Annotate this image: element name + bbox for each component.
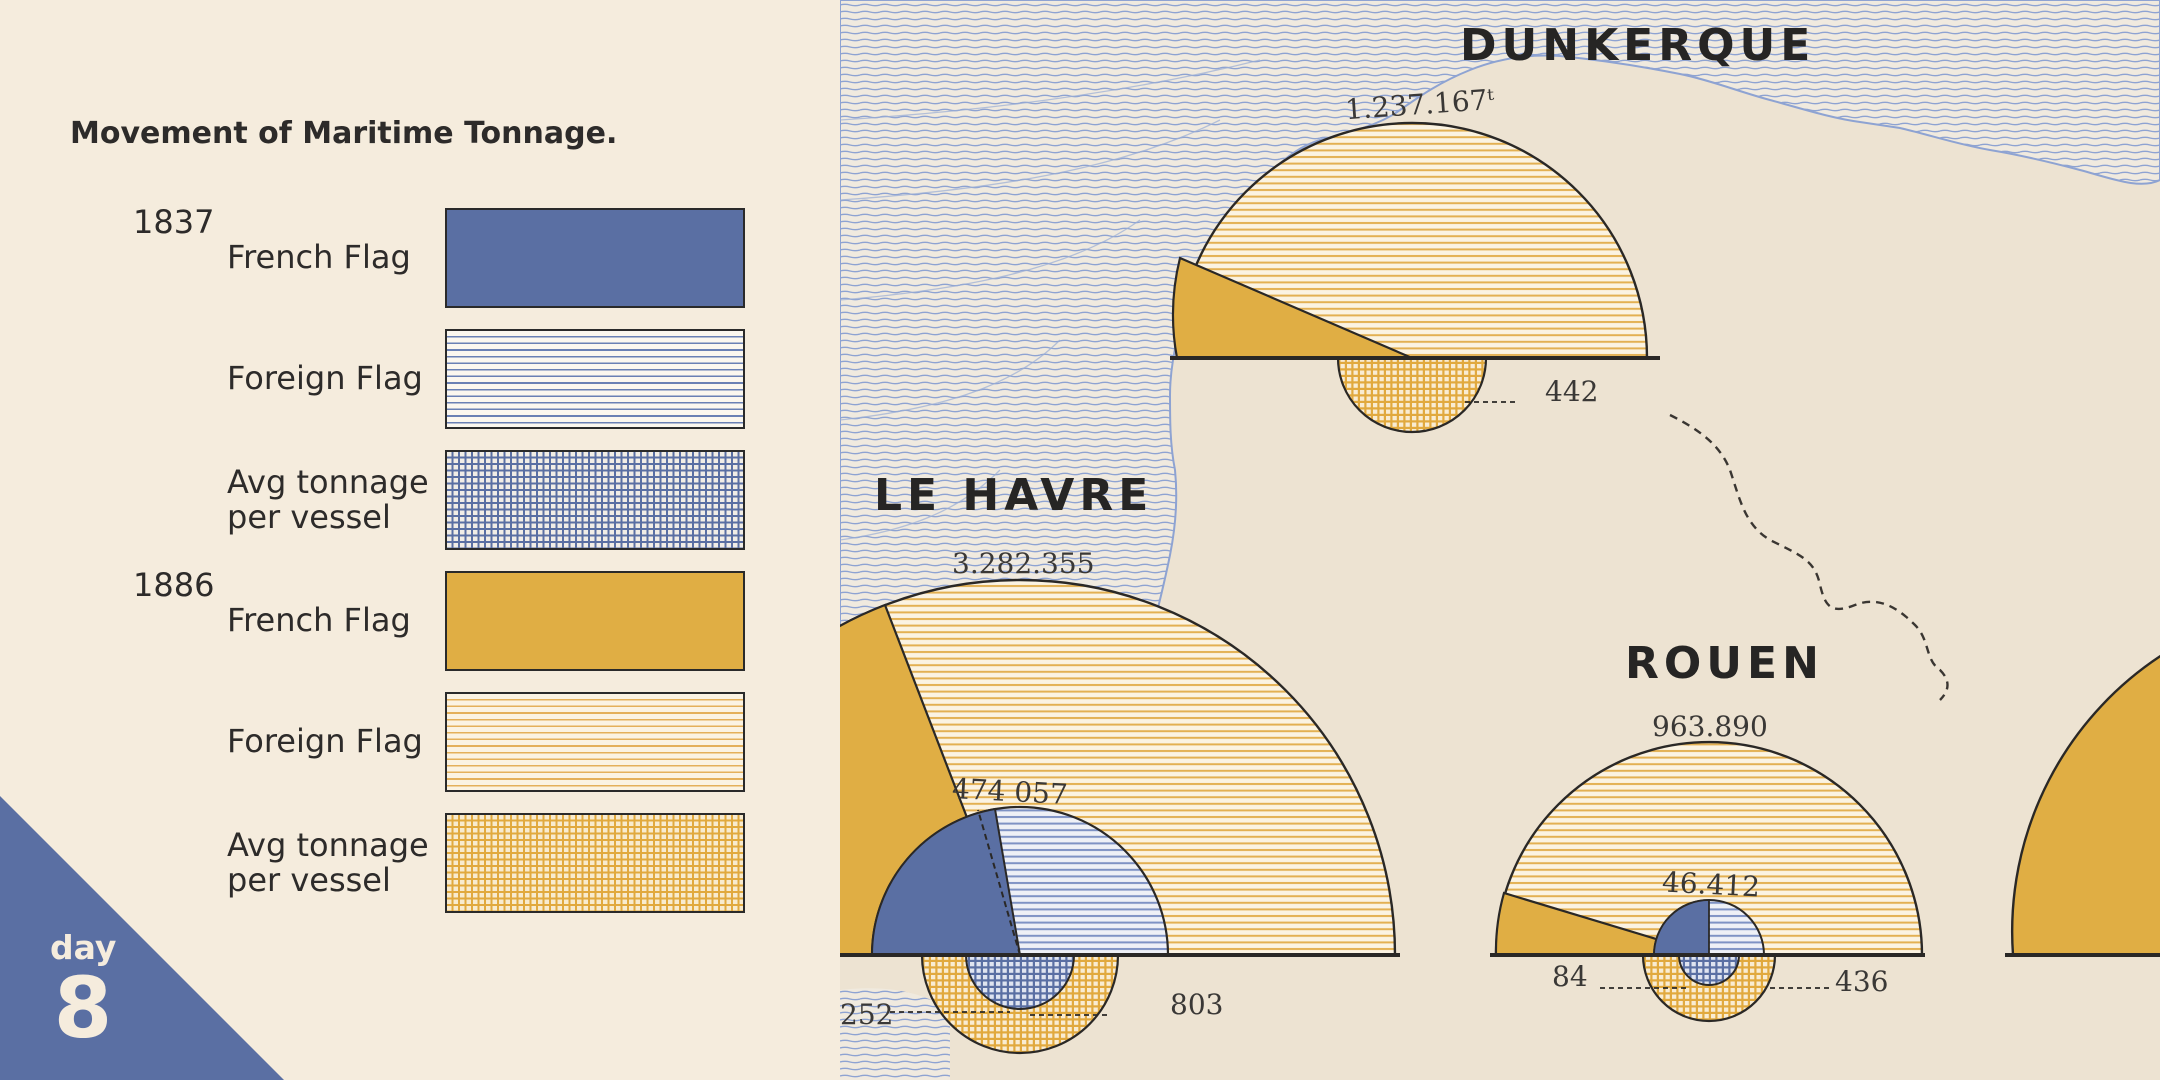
rouen-french-flag-1837 [1653, 899, 1710, 956]
historical-map: DUNKERQUE LE HAVRE ROUEN 1.237.167ᵗ 442 … [840, 0, 2160, 1080]
border-dashed-line [1669, 413, 1949, 701]
legend-label-foreign-flag-1837: Foreign Flag [227, 359, 423, 397]
dunkerque-foreign-flag-1886 [1175, 121, 1649, 360]
le-havre-total-1886: 3.282.355 [952, 547, 1095, 580]
swatch-foreign-flag-1837 [445, 329, 745, 429]
swatch-french-flag-1886 [445, 571, 745, 671]
partial-right-chart [2005, 655, 2160, 957]
rouen-chart [1490, 740, 1925, 1023]
day-badge-word: day [50, 928, 117, 967]
city-name-dunkerque: DUNKERQUE [1460, 20, 1816, 71]
dunkerque-chart [1170, 121, 1660, 434]
city-name-le-havre: LE HAVRE [874, 470, 1154, 521]
day-badge-number: 8 [53, 959, 113, 1057]
legend-label-avg-tonnage-1886: Avg tonnage per vessel [227, 828, 429, 898]
legend-label-foreign-flag-1886: Foreign Flag [227, 722, 423, 760]
legend-label-french-flag-1837: French Flag [227, 238, 411, 276]
rouen-total-1837: 46.412 [1661, 865, 1761, 904]
rouen-total-1886: 963.890 [1652, 710, 1768, 743]
legend-label-line: Avg tonnage [227, 463, 429, 501]
swatch-avg-tonnage-1886 [445, 813, 745, 913]
le-havre-chart [840, 578, 1400, 1055]
le-havre-divider [977, 809, 1021, 956]
sea-area-bottom [840, 988, 950, 1080]
city-name-rouen: ROUEN [1625, 638, 1824, 689]
legend-panel: Movement of Maritime Tonnage. 1837 Frenc… [0, 0, 840, 1080]
coast-contours [840, 59, 1261, 541]
swatch-foreign-flag-1886 [445, 692, 745, 792]
dunkerque-avg-1886: 442 [1545, 375, 1599, 408]
le-havre-avg-1886: 803 [1170, 988, 1224, 1021]
rouen-avg-1886: 436 [1835, 965, 1889, 998]
swatch-french-flag-1837 [445, 208, 745, 308]
legend-label-line: per vessel [227, 498, 391, 536]
rouen-foreign-flag-1886 [1494, 740, 1924, 957]
sea-area [840, 0, 2160, 742]
rouen-avg-1837: 84 [1552, 960, 1588, 993]
legend-label-line: per vessel [227, 861, 391, 899]
legend-title: Movement of Maritime Tonnage. [70, 116, 618, 151]
legend-year-1886: 1886 [133, 566, 215, 604]
swatch-avg-tonnage-1837 [445, 450, 745, 550]
le-havre-french-flag-1837 [870, 807, 1022, 956]
legend-label-avg-tonnage-1837: Avg tonnage per vessel [227, 465, 429, 535]
le-havre-avg-1837: 252 [840, 998, 894, 1031]
legend-label-french-flag-1886: French Flag [227, 601, 411, 639]
map-drawing [840, 0, 2160, 1080]
le-havre-total-1837: 474 057 [951, 771, 1069, 812]
partial-french-flag-1886 [2011, 655, 2160, 957]
legend-label-line: Avg tonnage [227, 826, 429, 864]
legend-year-1837: 1837 [133, 203, 215, 241]
